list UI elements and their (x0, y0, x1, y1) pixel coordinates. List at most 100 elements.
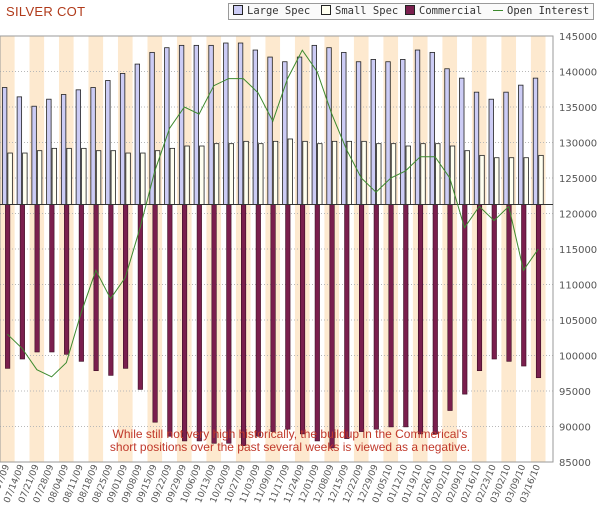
bar-large-spec (296, 56, 303, 205)
bar-commercial (19, 204, 25, 360)
bar-commercial (403, 204, 409, 428)
y-tick-label: 115000 (559, 245, 597, 256)
bar-large-spec (46, 98, 52, 205)
bar-large-spec (355, 61, 362, 205)
bar-commercial (196, 204, 202, 442)
bar-small-spec (287, 138, 293, 205)
legend-item-commercial: Commercial (405, 5, 482, 17)
bar-commercial (417, 204, 424, 435)
bar-small-spec (110, 150, 116, 205)
annotation-line-2: short positions over the past several we… (109, 440, 471, 454)
bar-small-spec (479, 154, 485, 205)
y-tick-label: 110000 (559, 281, 597, 292)
bar-small-spec (81, 147, 87, 205)
bar-commercial (226, 204, 232, 444)
line-open-interest (7, 49, 539, 378)
bar-commercial (64, 204, 70, 355)
bar-large-spec (473, 91, 480, 205)
legend-label-large-spec: Large Spec (247, 5, 311, 17)
bar-small-spec (66, 147, 72, 205)
annotation-line-1: While still not very high historically, … (112, 427, 468, 441)
bar-large-spec (488, 98, 494, 205)
bar-large-spec (385, 61, 391, 205)
bar-large-spec (237, 42, 244, 205)
bar-commercial (167, 204, 173, 437)
bar-small-spec (302, 140, 308, 205)
bar-large-spec (223, 42, 229, 205)
y-tick-label: 105000 (559, 316, 597, 327)
bar-commercial (506, 204, 512, 362)
bar-small-spec (361, 140, 367, 205)
bar-small-spec (390, 143, 397, 205)
bar-large-spec (90, 87, 96, 205)
bar-commercial (344, 204, 350, 439)
plot-border (0, 35, 554, 463)
bar-small-spec (523, 157, 529, 205)
bar-large-spec (105, 80, 111, 205)
bar-large-spec (532, 77, 539, 205)
bar-large-spec (429, 51, 435, 205)
bar-large-spec (414, 49, 421, 205)
bar-small-spec (449, 145, 456, 205)
bar-commercial (108, 204, 114, 376)
legend-item-open-interest: Open Interest (493, 5, 589, 17)
bar-large-spec (31, 105, 37, 205)
bar-small-spec (258, 143, 264, 205)
bar-commercial (270, 204, 276, 432)
chart-title: SILVER COT (6, 4, 86, 19)
bar-commercial (182, 204, 188, 442)
bar-small-spec (95, 150, 102, 205)
y-tick-label: 135000 (559, 103, 597, 114)
bar-commercial (93, 204, 99, 372)
bar-small-spec (213, 143, 220, 205)
bar-large-spec (444, 68, 450, 205)
bar-small-spec (508, 157, 515, 205)
bar-large-spec (16, 96, 23, 205)
y-tick-label: 130000 (559, 139, 597, 150)
bar-small-spec (243, 140, 249, 205)
legend-swatch-commercial (405, 5, 415, 15)
bar-large-spec (193, 44, 199, 205)
bar-small-spec (494, 157, 500, 205)
y-tick-label: 90000 (559, 423, 591, 434)
y-tick-label: 145000 (559, 32, 597, 43)
bar-small-spec (272, 140, 279, 205)
bar-commercial (152, 204, 158, 423)
bar-large-spec (503, 91, 509, 205)
bar-small-spec (36, 150, 43, 205)
bar-small-spec (228, 143, 234, 205)
bar-large-spec (134, 63, 140, 205)
bar-commercial (388, 204, 394, 428)
bar-large-spec (164, 47, 170, 205)
bar-commercial (5, 204, 11, 369)
bar-large-spec (75, 89, 82, 205)
bar-small-spec (169, 147, 175, 205)
bar-commercial (300, 204, 306, 435)
bar-commercial (491, 204, 497, 360)
y-tick-label: 120000 (559, 210, 597, 221)
bar-commercial (123, 204, 129, 369)
bar-commercial (78, 204, 84, 362)
y-tick-label: 125000 (559, 174, 597, 185)
bar-small-spec (331, 140, 338, 205)
bar-small-spec (199, 145, 205, 205)
y-tick-label: 100000 (559, 352, 597, 363)
y-tick-label: 85000 (559, 458, 591, 469)
bar-commercial (462, 204, 468, 395)
bar-small-spec (376, 143, 382, 205)
legend-label-commercial: Commercial (419, 5, 483, 17)
bar-small-spec (538, 154, 544, 205)
bar-large-spec (1, 87, 8, 205)
bar-commercial (314, 204, 320, 442)
legend-item-large-spec: Large Spec (233, 5, 310, 17)
bar-large-spec (60, 94, 67, 205)
bar-commercial (255, 204, 261, 437)
legend-label-open-interest: Open Interest (507, 5, 590, 17)
y-tick-label: 140000 (559, 68, 597, 79)
legend-swatch-large-spec (233, 5, 243, 15)
bar-commercial (358, 204, 365, 432)
bar-commercial (241, 204, 247, 446)
chart-legend: Large Spec Small Spec Commercial Open In… (228, 3, 594, 20)
bar-small-spec (51, 147, 58, 205)
